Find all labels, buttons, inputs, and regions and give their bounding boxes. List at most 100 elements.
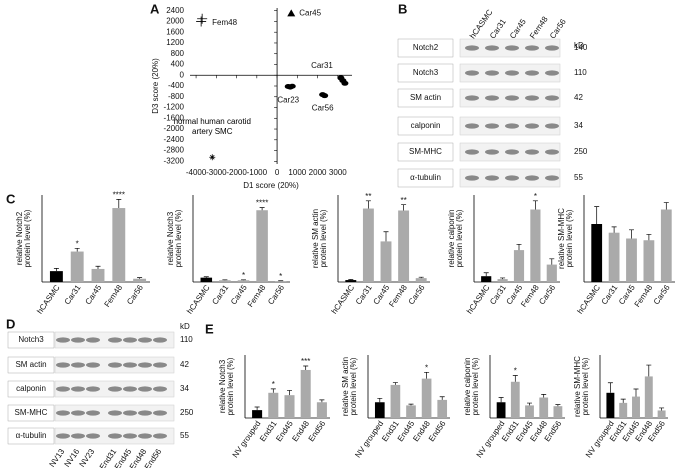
row-label-box [7, 331, 55, 349]
panel-letter: A [150, 1, 160, 16]
x-tick-label: End56 [307, 419, 328, 444]
significance: ** [365, 192, 371, 201]
row-label-box [7, 404, 55, 422]
band [525, 175, 539, 181]
kd-header: kD [574, 41, 584, 50]
band [86, 386, 100, 392]
point [341, 80, 349, 86]
band [465, 175, 479, 181]
bar [252, 410, 263, 418]
lane-label: End56 [143, 447, 164, 468]
x-tick-label: Car56 [125, 283, 145, 306]
x-tick-label: -4000 [186, 168, 207, 177]
error-bar [498, 397, 504, 403]
bar [619, 402, 628, 418]
bar [316, 402, 327, 418]
band [465, 149, 479, 155]
kd-value: 55 [180, 431, 189, 440]
y-tick-label: -800 [168, 92, 185, 101]
x-tick-label: hCASMC [185, 283, 212, 316]
y-axis-label: protein level (%) [581, 357, 590, 415]
error-bar [137, 277, 143, 279]
significance: * [242, 271, 245, 280]
point-label-box: normal human carotid artery SMC [174, 117, 251, 136]
band [56, 433, 70, 439]
row-label: Notch3 [18, 335, 44, 344]
lane-label: Fem48 [528, 14, 550, 40]
x-tick-label: Fem48 [103, 283, 125, 309]
band [153, 362, 167, 368]
bar [657, 410, 666, 418]
y-axis-label: protein level (%) [174, 209, 183, 267]
y-tick-label: -1200 [164, 103, 185, 112]
band [505, 45, 519, 51]
significance: * [514, 367, 517, 376]
band [86, 433, 100, 439]
x-tick-label: Car45 [83, 283, 103, 306]
panel-letter: E [205, 321, 214, 336]
band [71, 337, 85, 343]
error-bar [270, 388, 276, 393]
error-bar [629, 229, 634, 239]
band [138, 362, 152, 368]
point [197, 13, 208, 24]
error-bar [512, 375, 518, 382]
error-bar [95, 265, 101, 269]
band [465, 45, 479, 51]
bar [133, 278, 147, 282]
error-bar [646, 364, 652, 377]
bar [70, 251, 84, 282]
y-axis-label: relative Notch2 [15, 211, 24, 265]
error-bar [439, 396, 445, 400]
bar [510, 381, 520, 418]
band [86, 362, 100, 368]
y-tick-label: 0 [180, 70, 185, 79]
bar [437, 399, 448, 418]
y-tick-label: 2400 [166, 6, 184, 15]
x-tick-label: Car31 [63, 283, 83, 306]
error-bar [303, 365, 309, 370]
y-axis-label: relative calponin [447, 210, 456, 268]
band [505, 123, 519, 129]
y-tick-label: 400 [171, 60, 185, 69]
band [505, 149, 519, 155]
x-tick-label: Car31 [354, 283, 374, 306]
y-axis-label: relative SM-MHC [573, 356, 582, 417]
bar [49, 271, 63, 282]
bar [374, 402, 385, 418]
x-tick-label: Fem48 [633, 283, 655, 309]
y-axis-label: relative Notch3 [166, 211, 175, 265]
row-label-box [397, 63, 454, 83]
lane-label: NV23 [78, 447, 97, 468]
y-axis-label: protein level (%) [349, 357, 358, 415]
significance: * [534, 192, 537, 201]
band [108, 386, 122, 392]
x-tick-label: Fem48 [519, 283, 541, 309]
y-axis-label: relative SM actin [341, 357, 350, 416]
y-axis-label: protein level (%) [455, 209, 464, 267]
row-label: α-tubulin [410, 173, 441, 182]
band [108, 362, 122, 368]
error-bar [646, 234, 652, 241]
band [56, 362, 70, 368]
band [545, 123, 559, 129]
error-bar [365, 200, 371, 209]
error-bar [377, 397, 383, 403]
bar [300, 369, 311, 418]
bar [256, 210, 268, 282]
band [525, 95, 539, 101]
error-bar [418, 276, 424, 279]
y-tick-label: -400 [168, 81, 185, 90]
error-bar [74, 247, 80, 252]
error-bar [203, 276, 209, 278]
significance: ** [400, 196, 406, 205]
bar [112, 208, 126, 282]
error-bar [259, 207, 265, 211]
row-label-box [397, 142, 454, 162]
row-label-box [7, 380, 55, 398]
band [123, 433, 137, 439]
band [56, 337, 70, 343]
error-bar [116, 199, 122, 209]
y-tick-label: -1600 [164, 113, 185, 122]
bar [553, 406, 563, 418]
